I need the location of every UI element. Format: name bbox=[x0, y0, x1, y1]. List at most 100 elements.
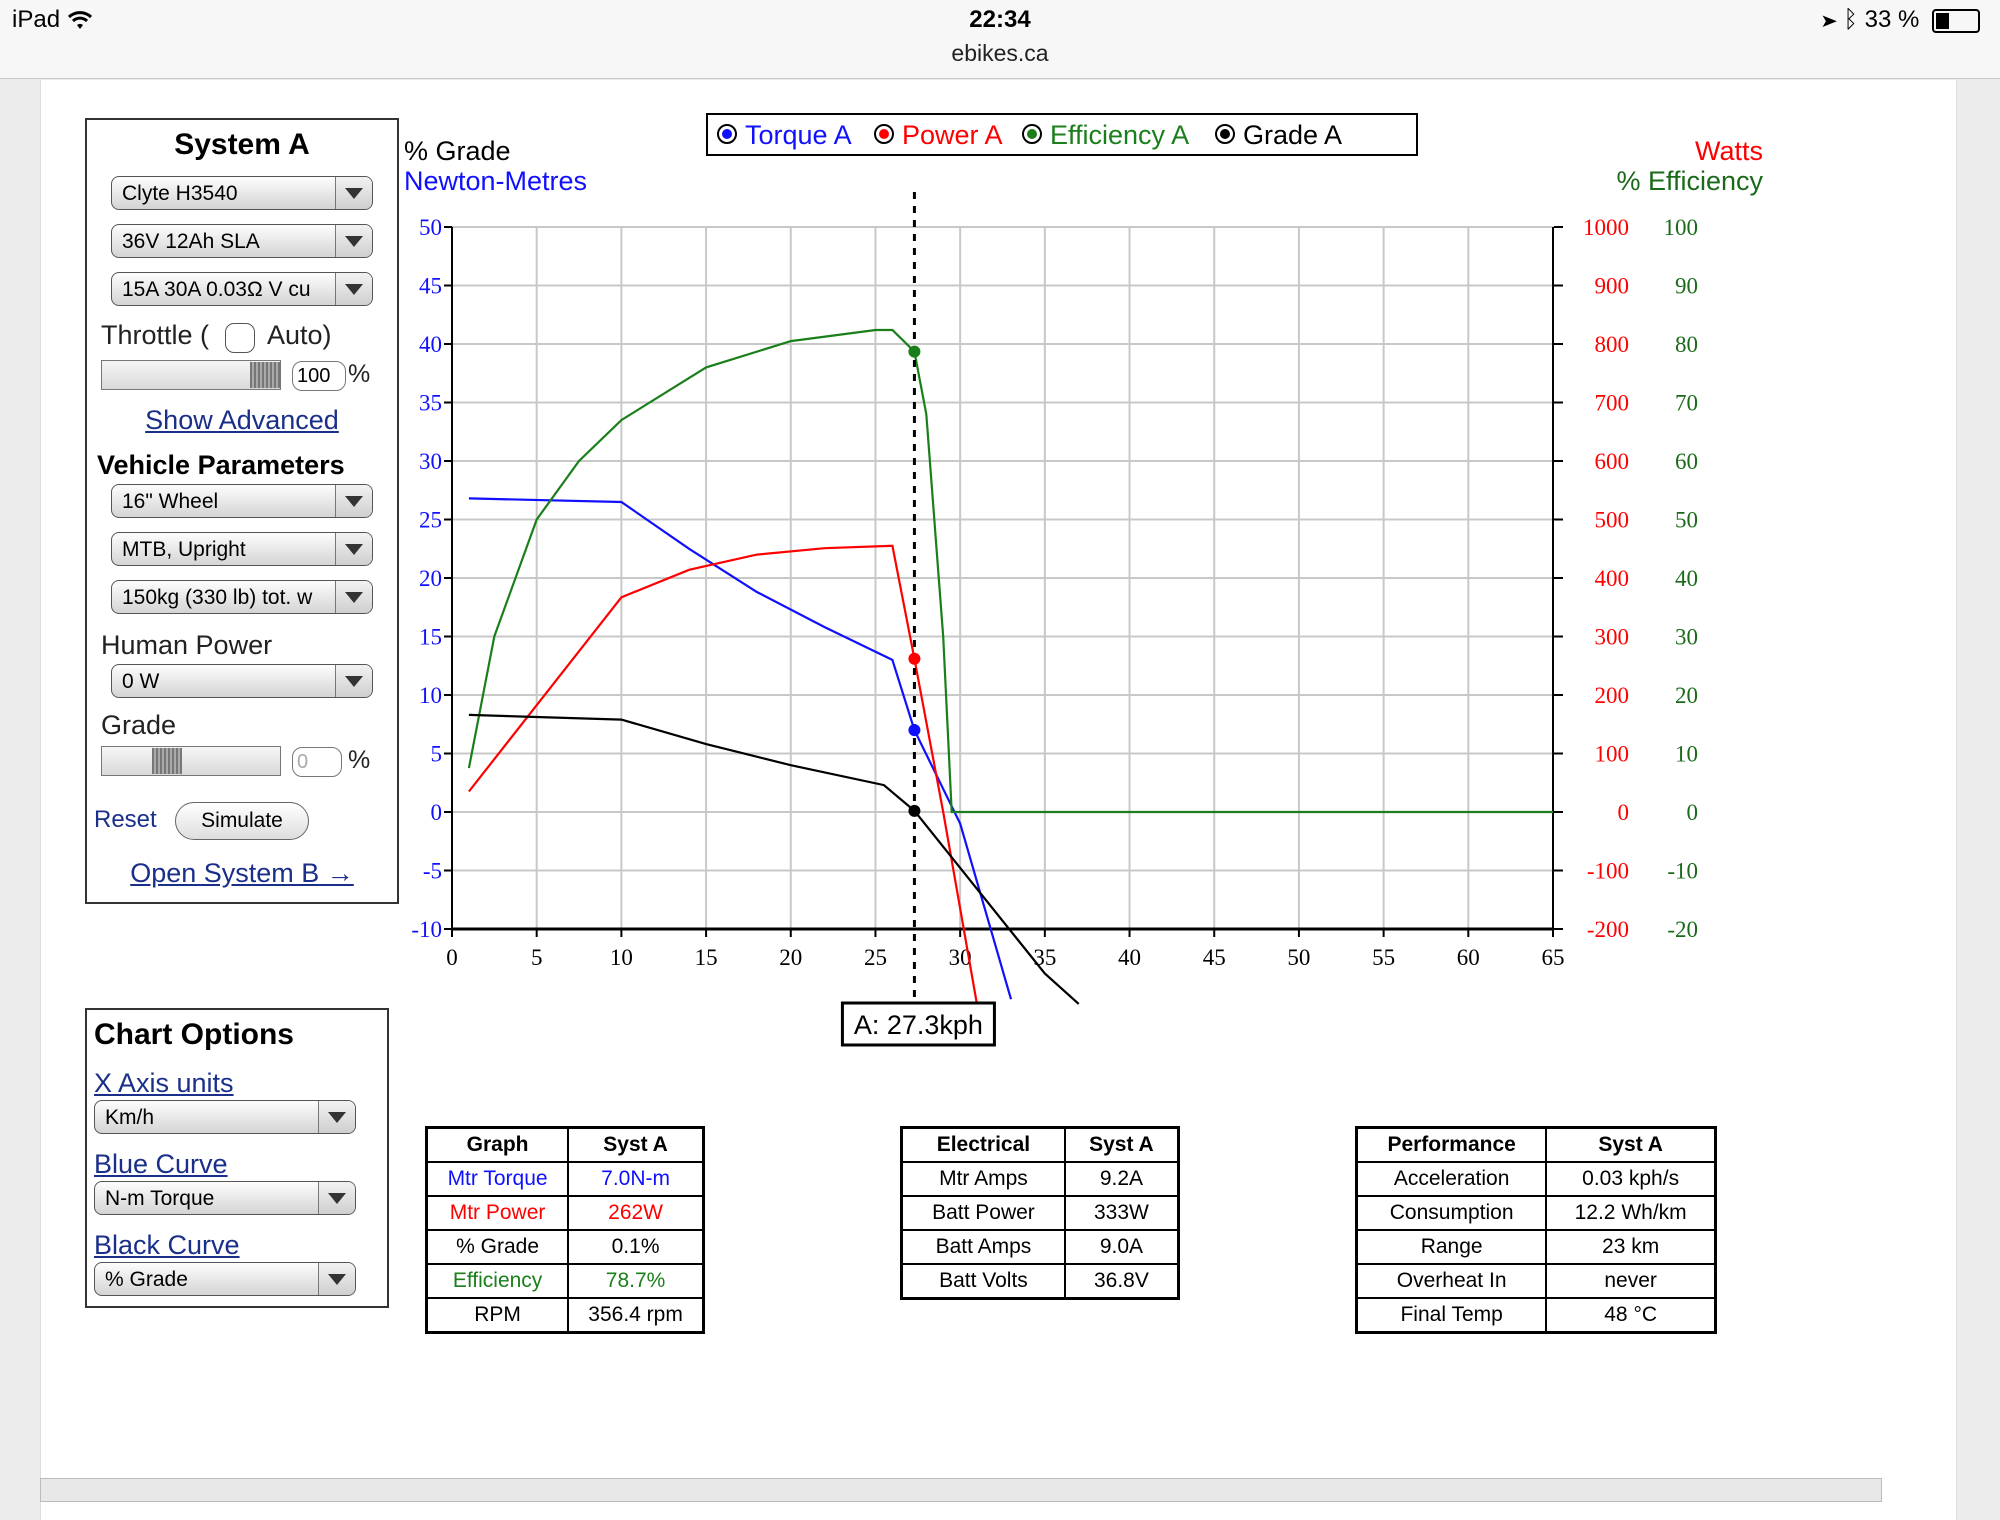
table-header: Syst A bbox=[567, 1126, 705, 1163]
frame-select[interactable]: MTB, Upright bbox=[111, 532, 373, 566]
grade-label: Grade bbox=[101, 710, 177, 740]
location-arrow-icon: ➤ bbox=[1822, 6, 1837, 33]
vehicle-parameters-title: Vehicle Parameters bbox=[97, 450, 345, 480]
row-label-cell: Mtr Torque bbox=[425, 1161, 570, 1197]
percent-label: % bbox=[348, 746, 371, 774]
row-value-cell: 0.03 kph/s bbox=[1545, 1161, 1717, 1197]
table-header: Syst A bbox=[1063, 1126, 1180, 1163]
row-value-cell: 333W bbox=[1063, 1195, 1180, 1231]
chart-options-panel: Chart Options X Axis units Km/h Blue Cur… bbox=[85, 1008, 389, 1308]
row-label-cell: Efficiency bbox=[425, 1263, 570, 1299]
bluetooth-icon: ᛒ bbox=[1843, 6, 1858, 33]
table-row: Batt Volts 36.8V bbox=[900, 1263, 1180, 1300]
table-header: Syst A bbox=[1545, 1126, 1717, 1163]
row-value-cell: 78.7% bbox=[567, 1263, 705, 1299]
row-label-cell: Consumption bbox=[1355, 1195, 1548, 1231]
section-header-strip bbox=[40, 1478, 1882, 1502]
status-right: ➤ ᛒ 33 % bbox=[1822, 6, 1980, 34]
row-value-cell: 262W bbox=[567, 1195, 705, 1231]
table-row: Mtr Amps 9.2A bbox=[900, 1161, 1180, 1197]
row-label-cell: Mtr Power bbox=[425, 1195, 570, 1231]
table-row: Range 23 km bbox=[1355, 1229, 1717, 1265]
chevron-down-icon bbox=[335, 581, 372, 613]
table-row: Overheat In never bbox=[1355, 1263, 1717, 1299]
show-advanced-link[interactable]: Show Advanced bbox=[145, 405, 339, 435]
row-label-cell: RPM bbox=[425, 1297, 570, 1334]
table-header-row: Electrical Syst A bbox=[900, 1126, 1180, 1163]
auto-label: Auto) bbox=[267, 320, 332, 350]
table-row: Batt Amps 9.0A bbox=[900, 1229, 1180, 1265]
chevron-down-icon bbox=[335, 225, 372, 257]
row-value-cell: 48 °C bbox=[1545, 1297, 1717, 1334]
table-header-row: Performance Syst A bbox=[1355, 1126, 1717, 1163]
chevron-down-icon bbox=[335, 273, 372, 305]
battery-icon bbox=[1932, 8, 1980, 33]
row-value-cell: 0.1% bbox=[567, 1229, 705, 1265]
battery-select[interactable]: 36V 12Ah SLA bbox=[111, 224, 373, 258]
row-label-cell: Final Temp bbox=[1355, 1297, 1548, 1334]
black-curve-select[interactable]: % Grade bbox=[94, 1262, 356, 1296]
device-label: iPad bbox=[12, 6, 93, 34]
human-power-select[interactable]: 0 W bbox=[111, 664, 373, 698]
throttle-label: Throttle ( bbox=[101, 320, 210, 350]
battery-percent: 33 % bbox=[1864, 6, 1920, 33]
blue-curve-label: Blue Curve bbox=[94, 1149, 228, 1179]
grade-value-input[interactable]: 0 bbox=[292, 747, 342, 777]
chevron-down-icon bbox=[335, 665, 372, 697]
throttle-slider[interactable] bbox=[101, 360, 281, 390]
system-a-panel: System A Clyte H3540 36V 12Ah SLA 15A 30… bbox=[85, 118, 399, 904]
slider-handle[interactable] bbox=[250, 362, 280, 388]
table-header: Performance bbox=[1355, 1126, 1548, 1163]
row-label-cell: Acceleration bbox=[1355, 1161, 1548, 1197]
row-value-cell: 9.0A bbox=[1063, 1229, 1180, 1265]
table-row: Acceleration 0.03 kph/s bbox=[1355, 1161, 1717, 1197]
row-label-cell: Overheat In bbox=[1355, 1263, 1548, 1299]
row-value-cell: 9.2A bbox=[1063, 1161, 1180, 1197]
table-row: Mtr Power 262W bbox=[425, 1195, 705, 1231]
table-header: Electrical bbox=[900, 1126, 1066, 1163]
chevron-down-icon bbox=[318, 1182, 355, 1214]
table-row: Batt Power 333W bbox=[900, 1195, 1180, 1231]
chevron-down-icon bbox=[335, 533, 372, 565]
chevron-down-icon bbox=[318, 1101, 355, 1133]
controller-select[interactable]: 15A 30A 0.03Ω V cu bbox=[111, 272, 373, 306]
row-label-cell: Mtr Amps bbox=[900, 1161, 1066, 1197]
grade-slider[interactable] bbox=[101, 746, 281, 776]
x-axis-units-select[interactable]: Km/h bbox=[94, 1100, 356, 1134]
table-row: % Grade 0.1% bbox=[425, 1229, 705, 1265]
simulate-button[interactable]: Simulate bbox=[175, 802, 309, 840]
row-label-cell: Batt Amps bbox=[900, 1229, 1066, 1265]
wheel-select[interactable]: 16" Wheel bbox=[111, 484, 373, 518]
black-curve-label: Black Curve bbox=[94, 1230, 240, 1260]
row-value-cell: 23 km bbox=[1545, 1229, 1717, 1265]
reset-link[interactable]: Reset bbox=[94, 806, 157, 833]
percent-label: % bbox=[348, 360, 371, 388]
motor-select[interactable]: Clyte H3540 bbox=[111, 176, 373, 210]
row-value-cell: 7.0N-m bbox=[567, 1161, 705, 1197]
clock: 22:34 bbox=[969, 6, 1031, 33]
human-power-label: Human Power bbox=[101, 630, 273, 660]
chevron-down-icon bbox=[335, 177, 372, 209]
row-label-cell: Batt Volts bbox=[900, 1263, 1066, 1300]
table-header: Graph bbox=[425, 1126, 570, 1163]
graph-results-table: Graph Syst A Mtr Torque 7.0N-m Mtr Power 26… bbox=[425, 1126, 705, 1334]
row-value-cell: 36.8V bbox=[1063, 1263, 1180, 1300]
electrical-results-table: Electrical Syst A Mtr Amps 9.2A Batt Power… bbox=[900, 1126, 1180, 1300]
table-header-row: Graph Syst A bbox=[425, 1126, 705, 1163]
address-bar-url[interactable]: ebikes.ca bbox=[951, 40, 1049, 66]
blue-curve-select[interactable]: N-m Torque bbox=[94, 1181, 356, 1215]
table-row: RPM 356.4 rpm bbox=[425, 1297, 705, 1334]
wifi-icon bbox=[67, 6, 93, 33]
chevron-down-icon bbox=[335, 485, 372, 517]
open-system-b-link[interactable]: Open System B → bbox=[130, 858, 354, 888]
table-row: Mtr Torque 7.0N-m bbox=[425, 1161, 705, 1197]
row-label-cell: Batt Power bbox=[900, 1195, 1066, 1231]
x-axis-units-label: X Axis units bbox=[94, 1068, 234, 1098]
weight-select[interactable]: 150kg (330 lb) tot. w bbox=[111, 580, 373, 614]
throttle-value-input[interactable]: 100 bbox=[292, 361, 346, 391]
row-value-cell: never bbox=[1545, 1263, 1717, 1299]
performance-results-table: Performance Syst A Acceleration 0.03 kph/… bbox=[1355, 1126, 1717, 1334]
slider-handle[interactable] bbox=[152, 748, 182, 774]
auto-throttle-checkbox[interactable] bbox=[225, 323, 255, 353]
chevron-down-icon bbox=[318, 1263, 355, 1295]
